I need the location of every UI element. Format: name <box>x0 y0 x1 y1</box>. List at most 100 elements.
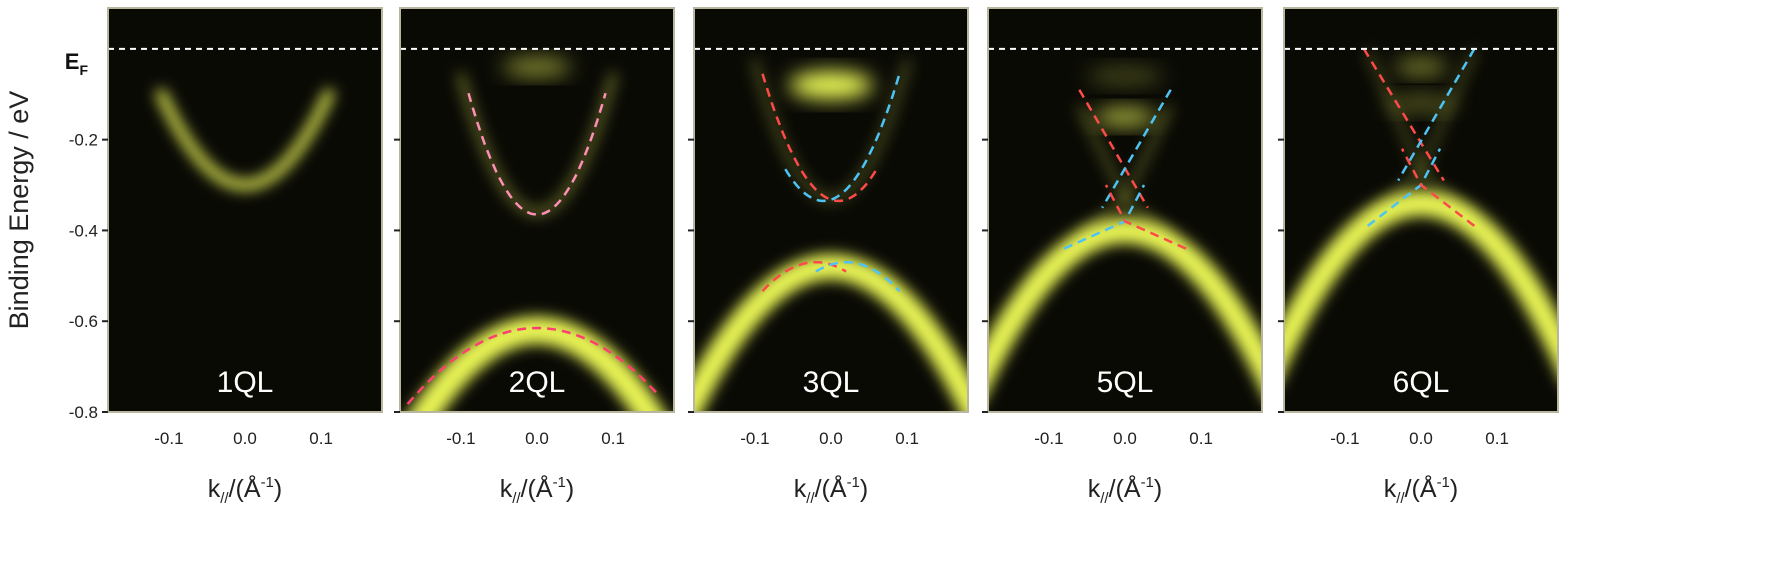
x-axis-label-part-2: /(Å <box>229 473 261 503</box>
guide-line-1 <box>1101 89 1172 209</box>
panel-label: 2QL <box>509 366 566 399</box>
panel-plot-area <box>694 47 968 412</box>
x-tick-label: -0.1 <box>1330 429 1359 448</box>
band-0 <box>789 71 873 99</box>
x-tick-label: 0.0 <box>525 429 549 448</box>
x-tick-label: -0.1 <box>446 429 475 448</box>
panel-2QL: 2QL -0.1 0.0 0.1 <box>394 7 675 448</box>
x-tick-label: 0.1 <box>309 429 333 448</box>
x-axis-label-part-3: -1 <box>261 474 274 491</box>
x-axis-label-part-3: -1 <box>553 474 566 491</box>
x-tick-label: 0.0 <box>819 429 843 448</box>
x-axis-label-part-0: k <box>208 475 221 503</box>
panel-5QL: 5QL -0.1 0.0 0.1 <box>982 7 1263 448</box>
panel-frame <box>107 7 383 413</box>
panel-label: 5QL <box>1097 366 1154 399</box>
y-ticks: -0.2 -0.4 -0.6 -0.8 <box>69 131 98 422</box>
panel-1QL: 1QL -0.1 0.0 0.1 <box>102 7 383 448</box>
x-axis-label-part-2: /(Å <box>521 473 553 503</box>
x-tick-label: 0.1 <box>895 429 919 448</box>
x-axis-label-part-0: k <box>1088 475 1101 503</box>
x-axis-label-part-1: // <box>806 490 815 507</box>
x-axis-label: k///(Å-1) <box>208 473 282 507</box>
x-tick-label: 0.1 <box>1189 429 1213 448</box>
x-tick-label: 0.0 <box>1409 429 1433 448</box>
y-tick-label: -0.6 <box>69 312 98 331</box>
x-tick-label: -0.1 <box>154 429 183 448</box>
x-axis-label: k///(Å-1) <box>1384 473 1458 507</box>
panel-frame <box>399 7 675 413</box>
band-1 <box>1386 94 1456 113</box>
guide-line-3 <box>1400 148 1476 227</box>
band-3 <box>988 217 1262 393</box>
panel-6QL: 6QL -0.1 0.0 0.1 <box>1278 7 1559 448</box>
x-axis-label-part-2: /(Å <box>1405 473 1437 503</box>
panel-plot-area <box>988 47 1262 393</box>
x-axis-label: k///(Å-1) <box>1088 473 1162 507</box>
x-axis-label: k///(Å-1) <box>500 473 574 507</box>
x-axis-label-part-1: // <box>220 490 229 507</box>
fermi-label-main: E <box>65 49 80 74</box>
fermi-level-label: EF <box>65 49 89 78</box>
guide-line-3 <box>815 260 901 292</box>
guide-line-3 <box>1104 184 1187 250</box>
band-2 <box>694 253 968 412</box>
guide-line-1 <box>1397 48 1476 182</box>
panel-plot-area <box>1284 47 1558 374</box>
x-axis-labels: k///(Å-1) k///(Å-1) k///(Å-1) k///(Å-1) k///… <box>208 473 1458 507</box>
x-axis-label-part-4: ) <box>566 475 574 503</box>
x-axis-label: k///(Å-1) <box>794 473 868 507</box>
band-0 <box>1094 107 1156 127</box>
panel-3QL: 3QL -0.1 0.0 0.1 <box>688 7 969 448</box>
x-axis-label-part-3: -1 <box>847 474 860 491</box>
guide-line-0 <box>1078 89 1149 209</box>
x-axis-label-part-0: k <box>1384 475 1397 503</box>
guide-line-0 <box>1362 48 1445 182</box>
x-tick-label: 0.1 <box>1485 429 1509 448</box>
x-axis-label-part-1: // <box>512 490 521 507</box>
x-axis-label-part-4: ) <box>274 475 282 503</box>
x-axis-label-part-2: /(Å <box>815 473 847 503</box>
panel-frame <box>693 7 969 413</box>
panel-label: 3QL <box>803 366 860 399</box>
x-axis-label-part-1: // <box>1100 490 1109 507</box>
x-axis-label-part-2: /(Å <box>1109 473 1141 503</box>
panel-plot-area <box>400 47 674 412</box>
panel-plot-area <box>108 47 382 191</box>
x-axis-label-part-4: ) <box>1450 475 1458 503</box>
fermi-label-sub: F <box>79 62 88 78</box>
panel-label: 1QL <box>217 366 274 399</box>
x-axis-label-part-4: ) <box>1154 475 1162 503</box>
band-0 <box>457 72 617 216</box>
x-tick-label: 0.0 <box>1113 429 1137 448</box>
band-0 <box>155 88 335 191</box>
panel-background <box>108 8 382 412</box>
band-3 <box>1284 190 1558 374</box>
panel-frame <box>1283 7 1559 413</box>
x-tick-label: -0.1 <box>1034 429 1063 448</box>
x-tick-label: -0.1 <box>740 429 769 448</box>
x-axis-label-part-3: -1 <box>1141 474 1154 491</box>
panel-label: 6QL <box>1393 366 1450 399</box>
y-tick-label: -0.4 <box>69 221 98 240</box>
y-tick-label: -0.2 <box>69 131 98 150</box>
band-1 <box>1086 67 1164 86</box>
x-axis-label-part-4: ) <box>860 475 868 503</box>
x-axis-label-part-1: // <box>1396 490 1405 507</box>
panel-frame <box>987 7 1263 413</box>
x-tick-label: 0.1 <box>601 429 625 448</box>
band-2 <box>409 316 665 412</box>
x-tick-label: 0.0 <box>233 429 257 448</box>
x-axis-label-part-3: -1 <box>1437 474 1450 491</box>
band-1 <box>502 57 572 77</box>
x-axis-label-part-0: k <box>794 475 807 503</box>
band-1 <box>751 59 911 202</box>
guide-line-1 <box>784 73 901 203</box>
y-axis-label: Binding Energy / eV <box>4 91 34 330</box>
band-0 <box>1394 58 1448 76</box>
guide-line-1 <box>406 326 660 405</box>
x-axis-label-part-0: k <box>500 475 513 503</box>
y-tick-label: -0.8 <box>69 403 98 422</box>
